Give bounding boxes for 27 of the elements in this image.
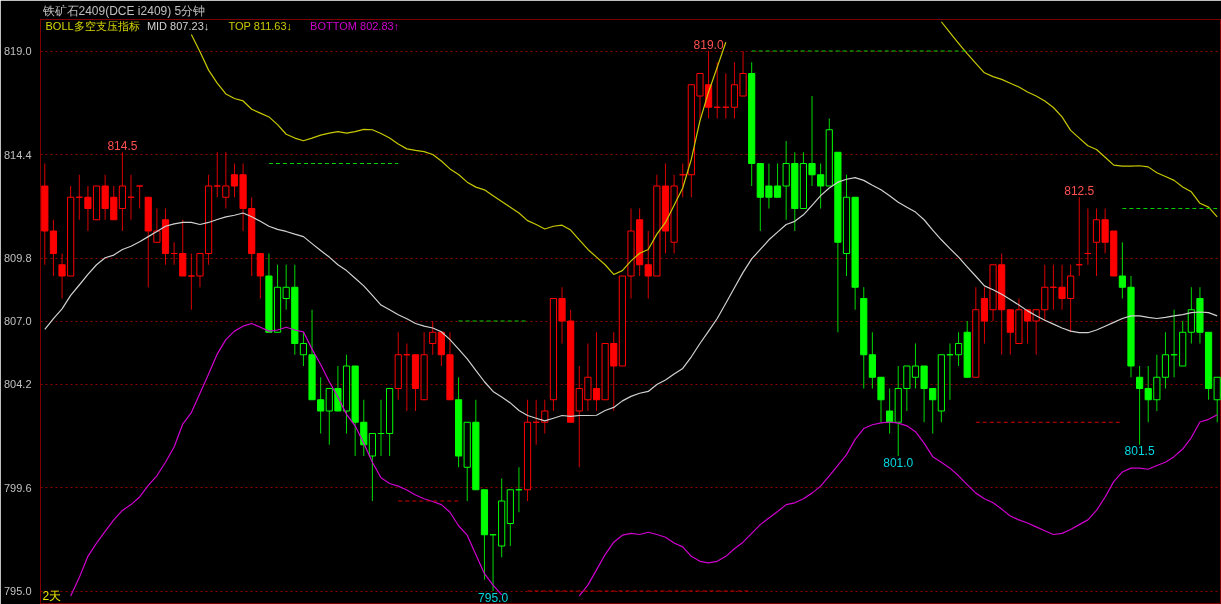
text: MID 807.23↓ xyxy=(146,19,210,32)
candlestick xyxy=(256,253,264,299)
annotation: 801.0 xyxy=(883,455,914,470)
candlestick xyxy=(136,185,144,209)
y-tick-label: 799.6 xyxy=(3,481,32,494)
y-tick-label: 814.4 xyxy=(3,148,32,161)
y-tick-label: 819.0 xyxy=(3,45,32,57)
chart-title: 铁矿石2409(DCE i2409) 5分钟 xyxy=(41,4,206,18)
legend-title: BOLL多空支压指标 xyxy=(45,19,140,32)
candlestick xyxy=(429,320,437,356)
candlestick xyxy=(541,399,549,434)
annotation: 812.5 xyxy=(1064,184,1095,199)
annotation: 2天 xyxy=(42,589,62,604)
annotation: 801.5 xyxy=(1124,444,1155,459)
candlestick xyxy=(179,219,187,277)
y-tick-label: 795.0 xyxy=(3,585,32,597)
annotation: 795.0 xyxy=(478,590,509,604)
candlestick xyxy=(213,151,221,198)
annotation: 814.5 xyxy=(107,139,138,154)
annotation: 819.0 xyxy=(693,38,724,52)
y-tick-label: 804.2 xyxy=(3,378,32,390)
text: BOTTOM 802.83↑ xyxy=(310,19,400,32)
line-series xyxy=(44,177,1218,422)
text: TOP 811.63↓ xyxy=(228,19,293,32)
y-tick-label: 809.8 xyxy=(3,252,32,264)
y-tick-label: 807.0 xyxy=(3,315,32,327)
candlestick xyxy=(187,253,195,311)
